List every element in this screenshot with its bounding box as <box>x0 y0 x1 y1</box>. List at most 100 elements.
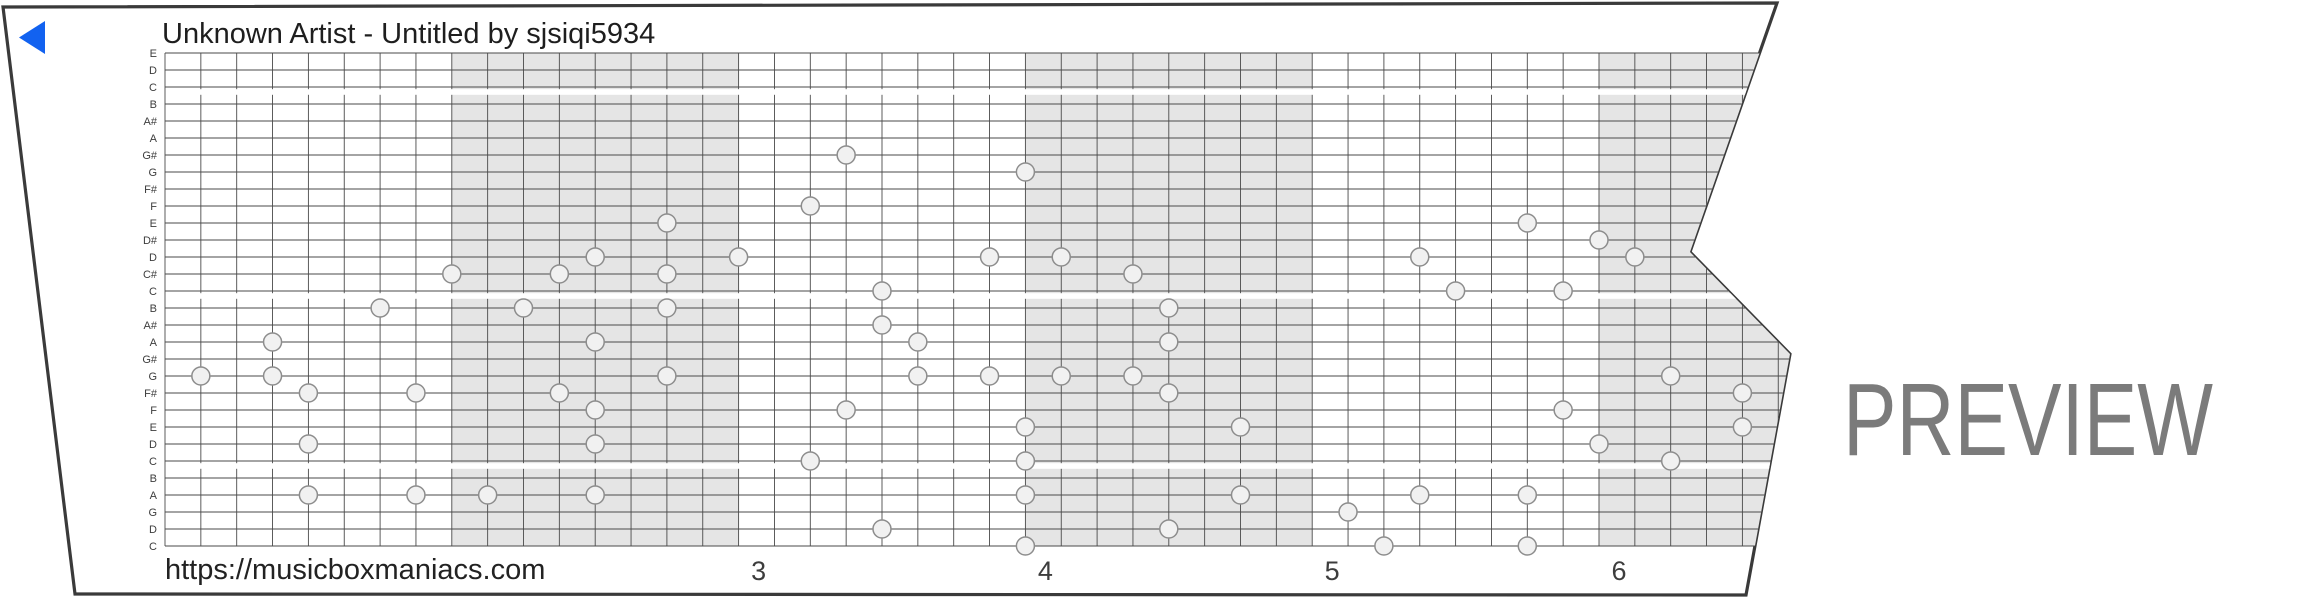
octave-gap-bands <box>166 89 1790 469</box>
note-name-label: D <box>149 524 157 536</box>
note-name-label: E <box>150 422 157 434</box>
note-dot <box>1410 247 1430 267</box>
octave-gap-band <box>166 89 1790 95</box>
note-dot <box>298 434 319 454</box>
preview-watermark: PREVIEW <box>1843 362 2213 477</box>
note-name-label: G <box>148 167 157 179</box>
note-name-label: C <box>149 456 157 468</box>
note-dot <box>1015 162 1036 182</box>
note-name-label: F# <box>144 388 158 400</box>
note-name-label: E <box>150 218 157 230</box>
note-dot <box>1230 417 1251 437</box>
note-dot <box>370 298 390 318</box>
note-name-label: G <box>148 507 157 519</box>
note-dot <box>1374 536 1394 556</box>
note-dot <box>979 366 1000 386</box>
note-dot <box>298 485 319 505</box>
note-name-label: B <box>150 303 157 315</box>
note-dot <box>1517 213 1538 233</box>
note-dot <box>1445 281 1466 301</box>
note-dot <box>1159 298 1179 318</box>
note-dot <box>1051 247 1071 267</box>
octave-gap-band <box>166 463 1790 469</box>
note-dot <box>800 196 821 216</box>
note-dot <box>1159 332 1179 352</box>
note-dot <box>1338 502 1358 522</box>
note-name-label: A# <box>144 116 158 128</box>
measure-number: 3 <box>751 556 766 586</box>
note-dot <box>1159 383 1179 403</box>
note-dot <box>1625 247 1645 267</box>
note-name-label: G <box>148 371 157 383</box>
note-dot <box>800 451 821 471</box>
note-dot <box>585 434 605 454</box>
note-name-label: A <box>150 490 158 502</box>
note-dot <box>442 264 462 284</box>
note-dot <box>513 298 534 318</box>
note-dot <box>1230 485 1251 505</box>
note-dot <box>1517 536 1538 556</box>
site-url: https://musicboxmaniacs.com <box>165 554 545 586</box>
note-dot <box>728 247 749 267</box>
play-icon[interactable] <box>19 21 45 54</box>
note-dot <box>657 264 677 284</box>
note-dot <box>406 485 426 505</box>
note-name-label: A# <box>144 320 158 332</box>
note-dot <box>1015 536 1036 556</box>
strip-title: Unknown Artist - Untitled by sjsiqi5934 <box>162 18 655 50</box>
note-dot <box>1015 451 1036 471</box>
note-dot <box>979 247 1000 267</box>
note-dot <box>1015 417 1036 437</box>
note-dot <box>1553 281 1573 301</box>
note-name-label: C <box>149 286 157 298</box>
note-dot <box>262 366 283 386</box>
note-dot <box>657 298 677 318</box>
note-name-label: C <box>149 541 157 553</box>
note-dot <box>585 400 605 420</box>
octave-gap-band <box>166 293 1790 299</box>
note-dot <box>1123 264 1143 284</box>
note-name-label: A <box>150 133 158 145</box>
note-dot <box>1589 230 1609 250</box>
note-dot <box>298 383 319 403</box>
note-dot <box>908 366 928 386</box>
measure-number: 5 <box>1325 556 1340 586</box>
note-name-label: B <box>150 99 157 111</box>
note-dot <box>1732 417 1753 437</box>
note-dot <box>1159 519 1179 539</box>
note-dot <box>1660 451 1681 471</box>
note-dot <box>836 145 856 165</box>
note-name-label: G# <box>142 354 158 366</box>
note-dot <box>1660 366 1681 386</box>
note-name-label: A <box>150 337 158 349</box>
note-dot <box>872 281 892 301</box>
note-dot <box>406 383 426 403</box>
note-dot <box>1123 366 1143 386</box>
note-dot <box>191 366 211 386</box>
note-dot <box>1732 383 1753 403</box>
note-name-label: D# <box>143 235 158 247</box>
note-dot <box>477 485 498 505</box>
note-name-label: C <box>149 82 157 94</box>
measure-number: 6 <box>1611 556 1626 586</box>
note-dot <box>1051 366 1071 386</box>
note-lines <box>165 52 1790 547</box>
note-dot <box>1410 485 1430 505</box>
note-name-label: B <box>150 473 157 485</box>
note-dot <box>836 400 856 420</box>
note-name-label: G# <box>142 150 158 162</box>
note-name-label: D <box>149 439 157 451</box>
note-dot <box>1589 434 1609 454</box>
note-dots <box>191 145 1753 556</box>
note-dot <box>872 519 892 539</box>
note-name-label: C# <box>143 269 158 281</box>
note-dot <box>908 332 928 352</box>
note-name-label: F# <box>144 184 158 196</box>
note-name-label: D <box>149 252 157 264</box>
note-dot <box>262 332 283 352</box>
note-dot <box>585 332 605 352</box>
measure-numbers: 3 4 5 6 <box>751 556 1626 586</box>
note-dot <box>872 315 892 335</box>
